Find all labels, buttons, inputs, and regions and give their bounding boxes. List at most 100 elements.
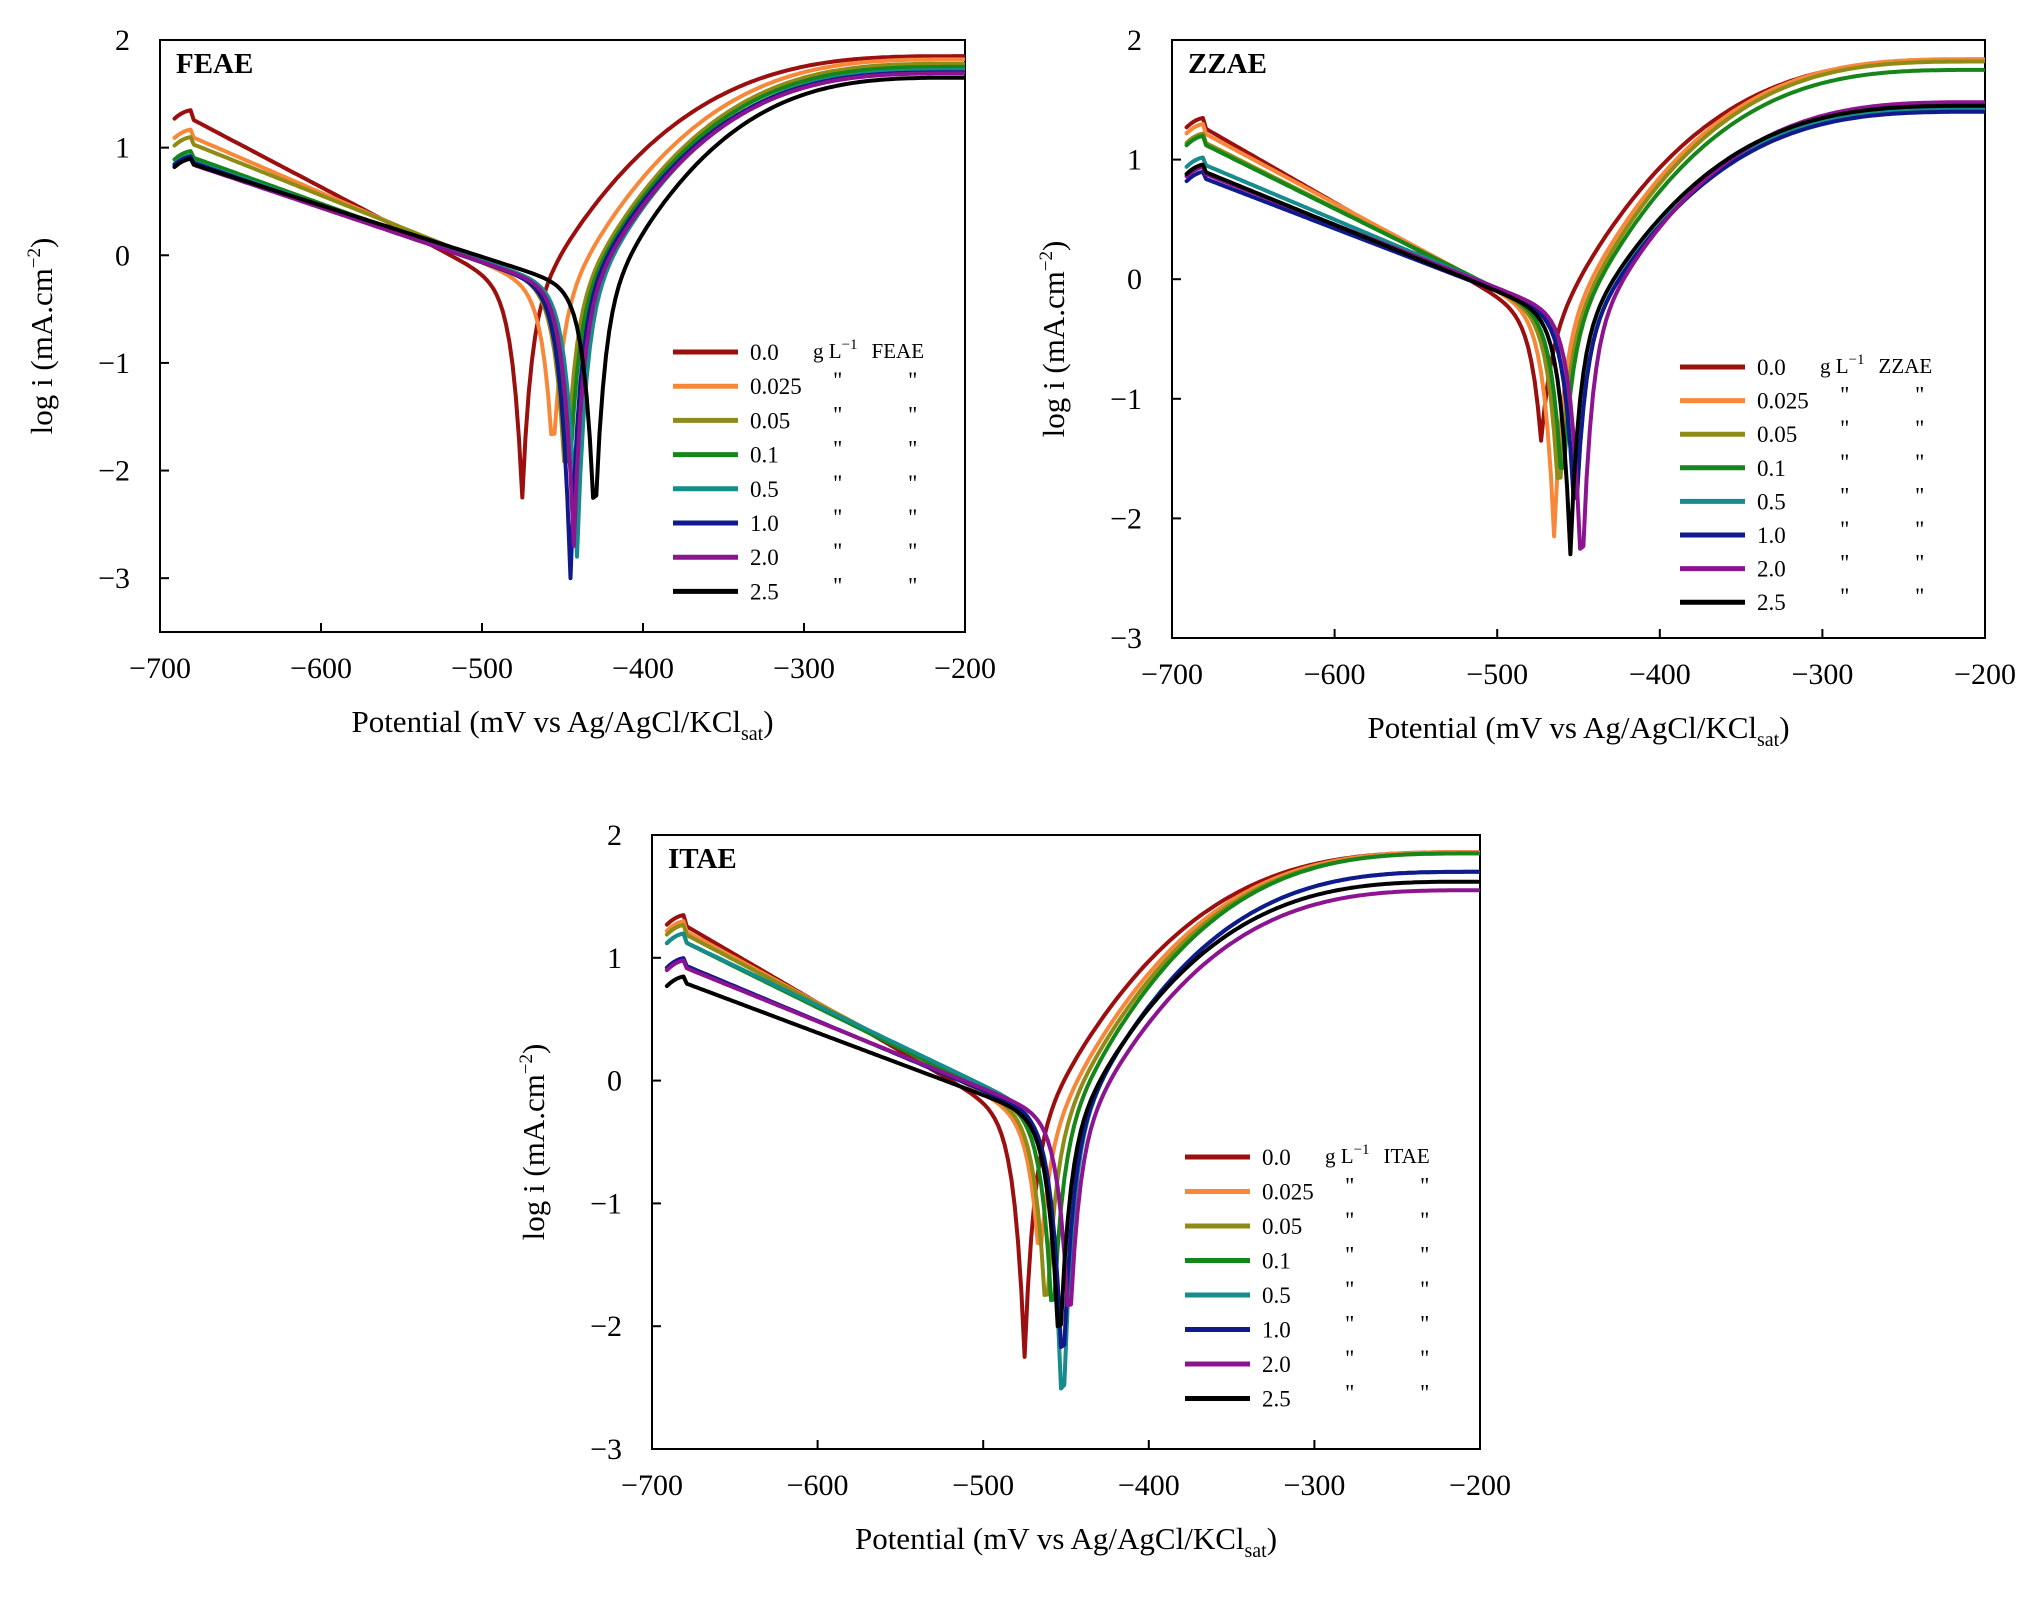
legend-ditto: " [1840,450,1849,475]
legend-ditto: " [1420,1208,1429,1233]
y-tick-label: −1 [590,1187,622,1220]
legend-ditto: " [1345,1312,1354,1337]
series-line-0-1 [1184,67,1985,470]
x-tick-label: −500 [451,652,513,685]
legend-ditto: " [833,368,842,393]
legend: 0.0 g L−1 ZZAE 0.025 " " 0.05 " " 0.1 " " 0.5 " " 1.0 " "… [1680,352,1932,615]
chart-panel-feae: 2 1 0 −1 −2 −3 −700 −600 −500 −400 −300 −200 FEAE Pot… [24,24,996,745]
series-group [1184,57,1985,557]
x-tick-label: −200 [1954,658,2016,691]
y-tick-label: −3 [98,562,130,595]
legend-compound: ITAE [1384,1144,1430,1168]
x-tick-label: −400 [1629,658,1691,691]
legend-ditto: " [833,539,842,564]
legend-label: 2.5 [1262,1387,1291,1412]
legend-ditto: " [1915,517,1924,542]
legend-label: 0.5 [1757,489,1786,514]
series-group [664,850,1480,1391]
chart-panel-zzae: 2 1 0 −1 −2 −3−700 −600 −500 −400 −300 −200 ZZAE Pot… [1036,24,2016,751]
x-tick-label: −300 [1791,658,1853,691]
legend-label: 0.025 [750,374,802,399]
legend-label: 0.05 [1262,1214,1302,1239]
series-line-2-0 [172,71,965,548]
legend-label: 0.1 [1262,1249,1291,1274]
legend-ditto: " [1345,1381,1354,1406]
legend-ditto: " [1840,551,1849,576]
y-axis-label: log i (mA.cm−2) [24,238,59,435]
legend-unit-sup: −1 [842,337,858,353]
series-line-0-025 [1184,57,1985,539]
legend-ditto: " [1840,416,1849,441]
legend-ditto: " [833,505,842,530]
legend-ditto: " [908,437,917,462]
x-axis-label-main: Potential (mV vs Ag/AgCl/KCl [855,1521,1245,1556]
legend-ditto: " [833,471,842,496]
x-axis-label-close: ) [763,704,773,739]
legend-ditto: " [1420,1243,1429,1268]
plot-frame [159,39,966,633]
legend-label: 2.5 [750,579,779,604]
legend-unit: g L [1325,1144,1354,1168]
legend-ditto: " [1840,383,1849,408]
y-tick-label: −2 [98,455,130,488]
plot-frame [1171,39,1986,639]
series-line-1-0 [172,70,965,581]
legend-label: 0.1 [1757,456,1786,481]
y-axis-label-main: log i (mA.cm [516,1074,551,1240]
legend-ditto: " [1840,483,1849,508]
legend-label: 1.0 [1262,1318,1291,1343]
legend-ditto: " [1420,1381,1429,1406]
legend-compound: ZZAE [1879,354,1933,378]
y-tick-label: 2 [607,819,622,852]
legend-label: 0.0 [1262,1145,1291,1170]
legend-ditto: " [908,402,917,427]
y-axis-label-close: ) [24,238,59,248]
x-axis-label: Potential (mV vs Ag/AgCl/KClsat) [855,1521,1277,1562]
y-axis-label: log i (mA.cm−2) [1036,241,1071,438]
legend-ditto: " [1420,1277,1429,1302]
legend-ditto: " [1915,584,1924,609]
y-tick-label: 2 [115,24,130,57]
x-axis-label-sub: sat [1245,1540,1268,1562]
y-tick-label: −3 [590,1433,622,1466]
series-line-2-0 [1184,100,1985,551]
y-tick-label: 0 [115,239,130,272]
x-tick-label: −700 [129,652,191,685]
legend-label: 0.1 [750,443,779,468]
y-axis-label-sup: −2 [1036,251,1057,271]
legend-ditto: " [1915,416,1924,441]
x-axis-label-sub: sat [741,723,764,745]
legend-ditto: " [1915,483,1924,508]
x-axis-label: Potential (mV vs Ag/AgCl/KClsat) [351,704,773,745]
y-axis-label-close: ) [516,1044,551,1054]
legend-ditto: " [1345,1174,1354,1199]
legend-unit: g L [1820,354,1849,378]
legend-ditto: " [1915,551,1924,576]
series-line-2-5 [664,879,1480,1329]
series-group [172,54,965,581]
y-axis-label: log i (mA.cm−2) [516,1044,551,1241]
legend-label: 0.05 [1757,422,1797,447]
legend-unit-sup: −1 [1354,1142,1370,1158]
legend-label: 0.05 [750,408,790,433]
y-axis-label-sup: −2 [24,248,45,268]
series-line-2-5 [172,75,965,500]
x-axis-label-main: Potential (mV vs Ag/AgCl/KCl [351,704,741,739]
x-tick-label: −300 [773,652,835,685]
legend-label: 0.0 [1757,355,1786,380]
x-tick-label: −200 [1449,1469,1511,1502]
legend-ditto: " [908,573,917,598]
chart-panel-itae: 2 1 0 −1 −2 −3−700 −600 −500 −400 −300 −200 ITAE Pot… [516,819,1511,1562]
legend-ditto: " [833,402,842,427]
y-axis-label-close: ) [1036,241,1071,251]
legend-ditto: " [1420,1174,1429,1199]
legend-ditto: " [1345,1208,1354,1233]
legend-ditto: " [1345,1243,1354,1268]
series-line-0-025 [172,57,965,437]
legend-unit: g L [813,339,842,363]
legend-label: 2.5 [1757,590,1786,615]
legend-label: 2.0 [750,545,779,570]
y-tick-label: 2 [1127,24,1142,57]
x-tick-label: −200 [934,652,996,685]
legend-label: 0.025 [1757,389,1809,414]
